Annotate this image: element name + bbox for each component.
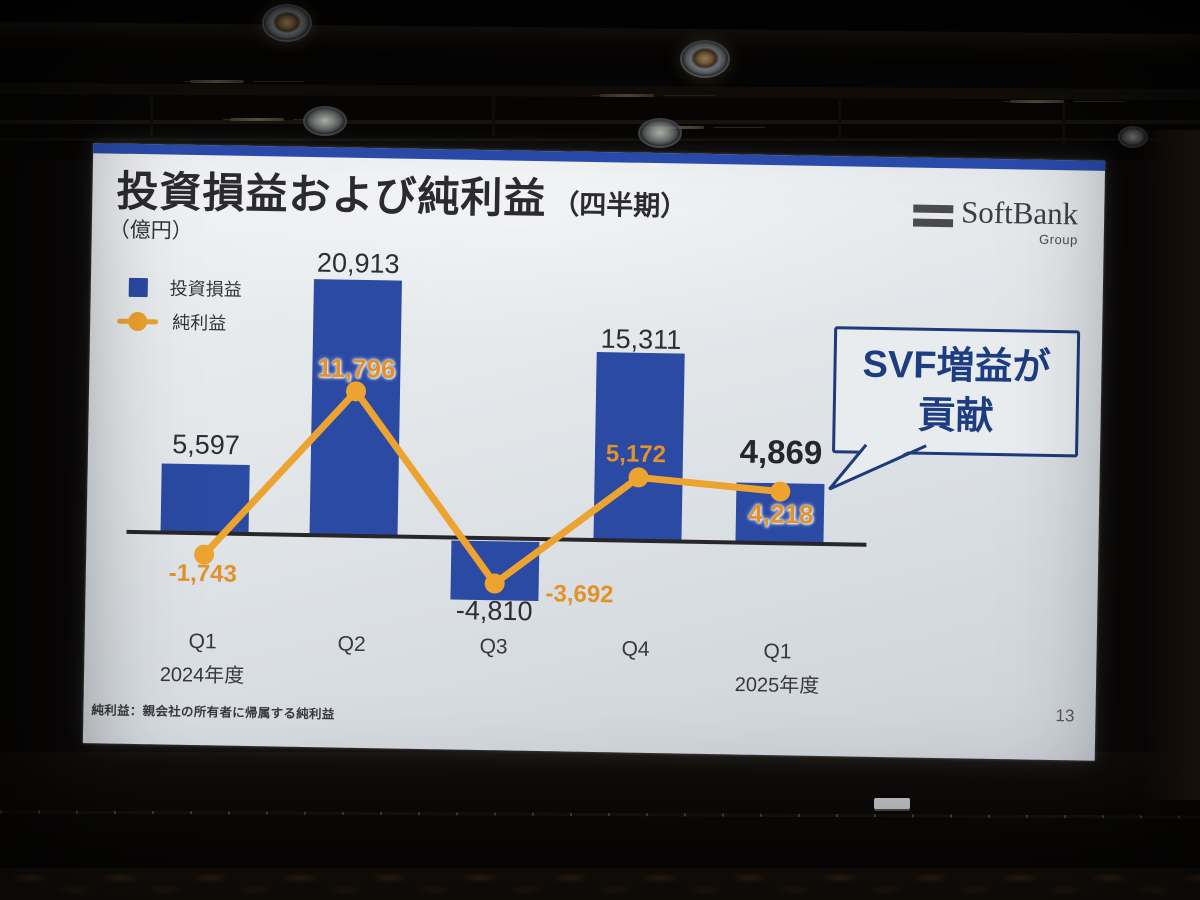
x-axis-label: Q3 bbox=[479, 635, 508, 659]
ceiling bbox=[0, 0, 1200, 160]
ceiling-light bbox=[680, 40, 730, 78]
ceiling-light bbox=[262, 4, 312, 42]
ceiling-hanger bbox=[1062, 100, 1065, 144]
x-axis-label: Q2 bbox=[337, 632, 366, 657]
chart: 5,597 20,913 -4,810 15,311 4,869 -1,743 11,796… bbox=[83, 143, 1105, 761]
x-axis-label: Q4 bbox=[621, 637, 650, 661]
ceiling-pipe bbox=[0, 21, 1200, 65]
ceiling-light bbox=[303, 106, 347, 136]
callout-bubble: SVF増益が 貢献 bbox=[832, 326, 1081, 458]
side-wall bbox=[1142, 130, 1200, 800]
ceiling-hanger bbox=[492, 92, 495, 136]
line-value-label: 11,796 bbox=[317, 352, 396, 385]
callout-line1: SVF増益が bbox=[862, 343, 1051, 390]
x-axis-label: Q1 bbox=[763, 639, 792, 664]
bar-value-label: 15,311 bbox=[600, 323, 682, 356]
truss-hardware bbox=[1010, 100, 1064, 103]
presentation-slide: 投資損益および純利益 （四半期） SoftBank Group （億円） 投資損益… bbox=[82, 143, 1106, 761]
truss-hardware bbox=[230, 118, 284, 121]
bar-value-label: 4,869 bbox=[739, 432, 823, 471]
x-axis-sublabel: 2025年度 bbox=[734, 673, 820, 698]
net-income-line bbox=[194, 381, 791, 594]
truss-hardware bbox=[190, 80, 244, 83]
x-axis-sublabel: 2024年度 bbox=[159, 663, 245, 688]
line-value-label: 5,172 bbox=[605, 440, 667, 469]
truss-hardware bbox=[600, 94, 654, 97]
x-axis-label: Q1 bbox=[188, 629, 217, 654]
ceiling-beam bbox=[0, 120, 1200, 124]
line-value-label: 4,218 bbox=[748, 498, 814, 530]
bar-value-label: -4,810 bbox=[455, 595, 533, 627]
line-value-label: -1,743 bbox=[168, 559, 238, 588]
ceiling-light bbox=[638, 118, 682, 148]
ceiling-hanger bbox=[150, 92, 153, 136]
ceiling-pipe bbox=[0, 82, 1200, 101]
ceiling-hanger bbox=[838, 96, 841, 140]
bar-value-label: 20,913 bbox=[316, 247, 400, 280]
line-value-label: -3,692 bbox=[545, 580, 614, 609]
stage-monitor bbox=[874, 798, 910, 809]
ceiling-beam bbox=[0, 138, 1200, 141]
callout-line2: 貢献 bbox=[917, 394, 995, 438]
carpet bbox=[0, 868, 1200, 900]
bar-value-label: 5,597 bbox=[172, 429, 241, 461]
